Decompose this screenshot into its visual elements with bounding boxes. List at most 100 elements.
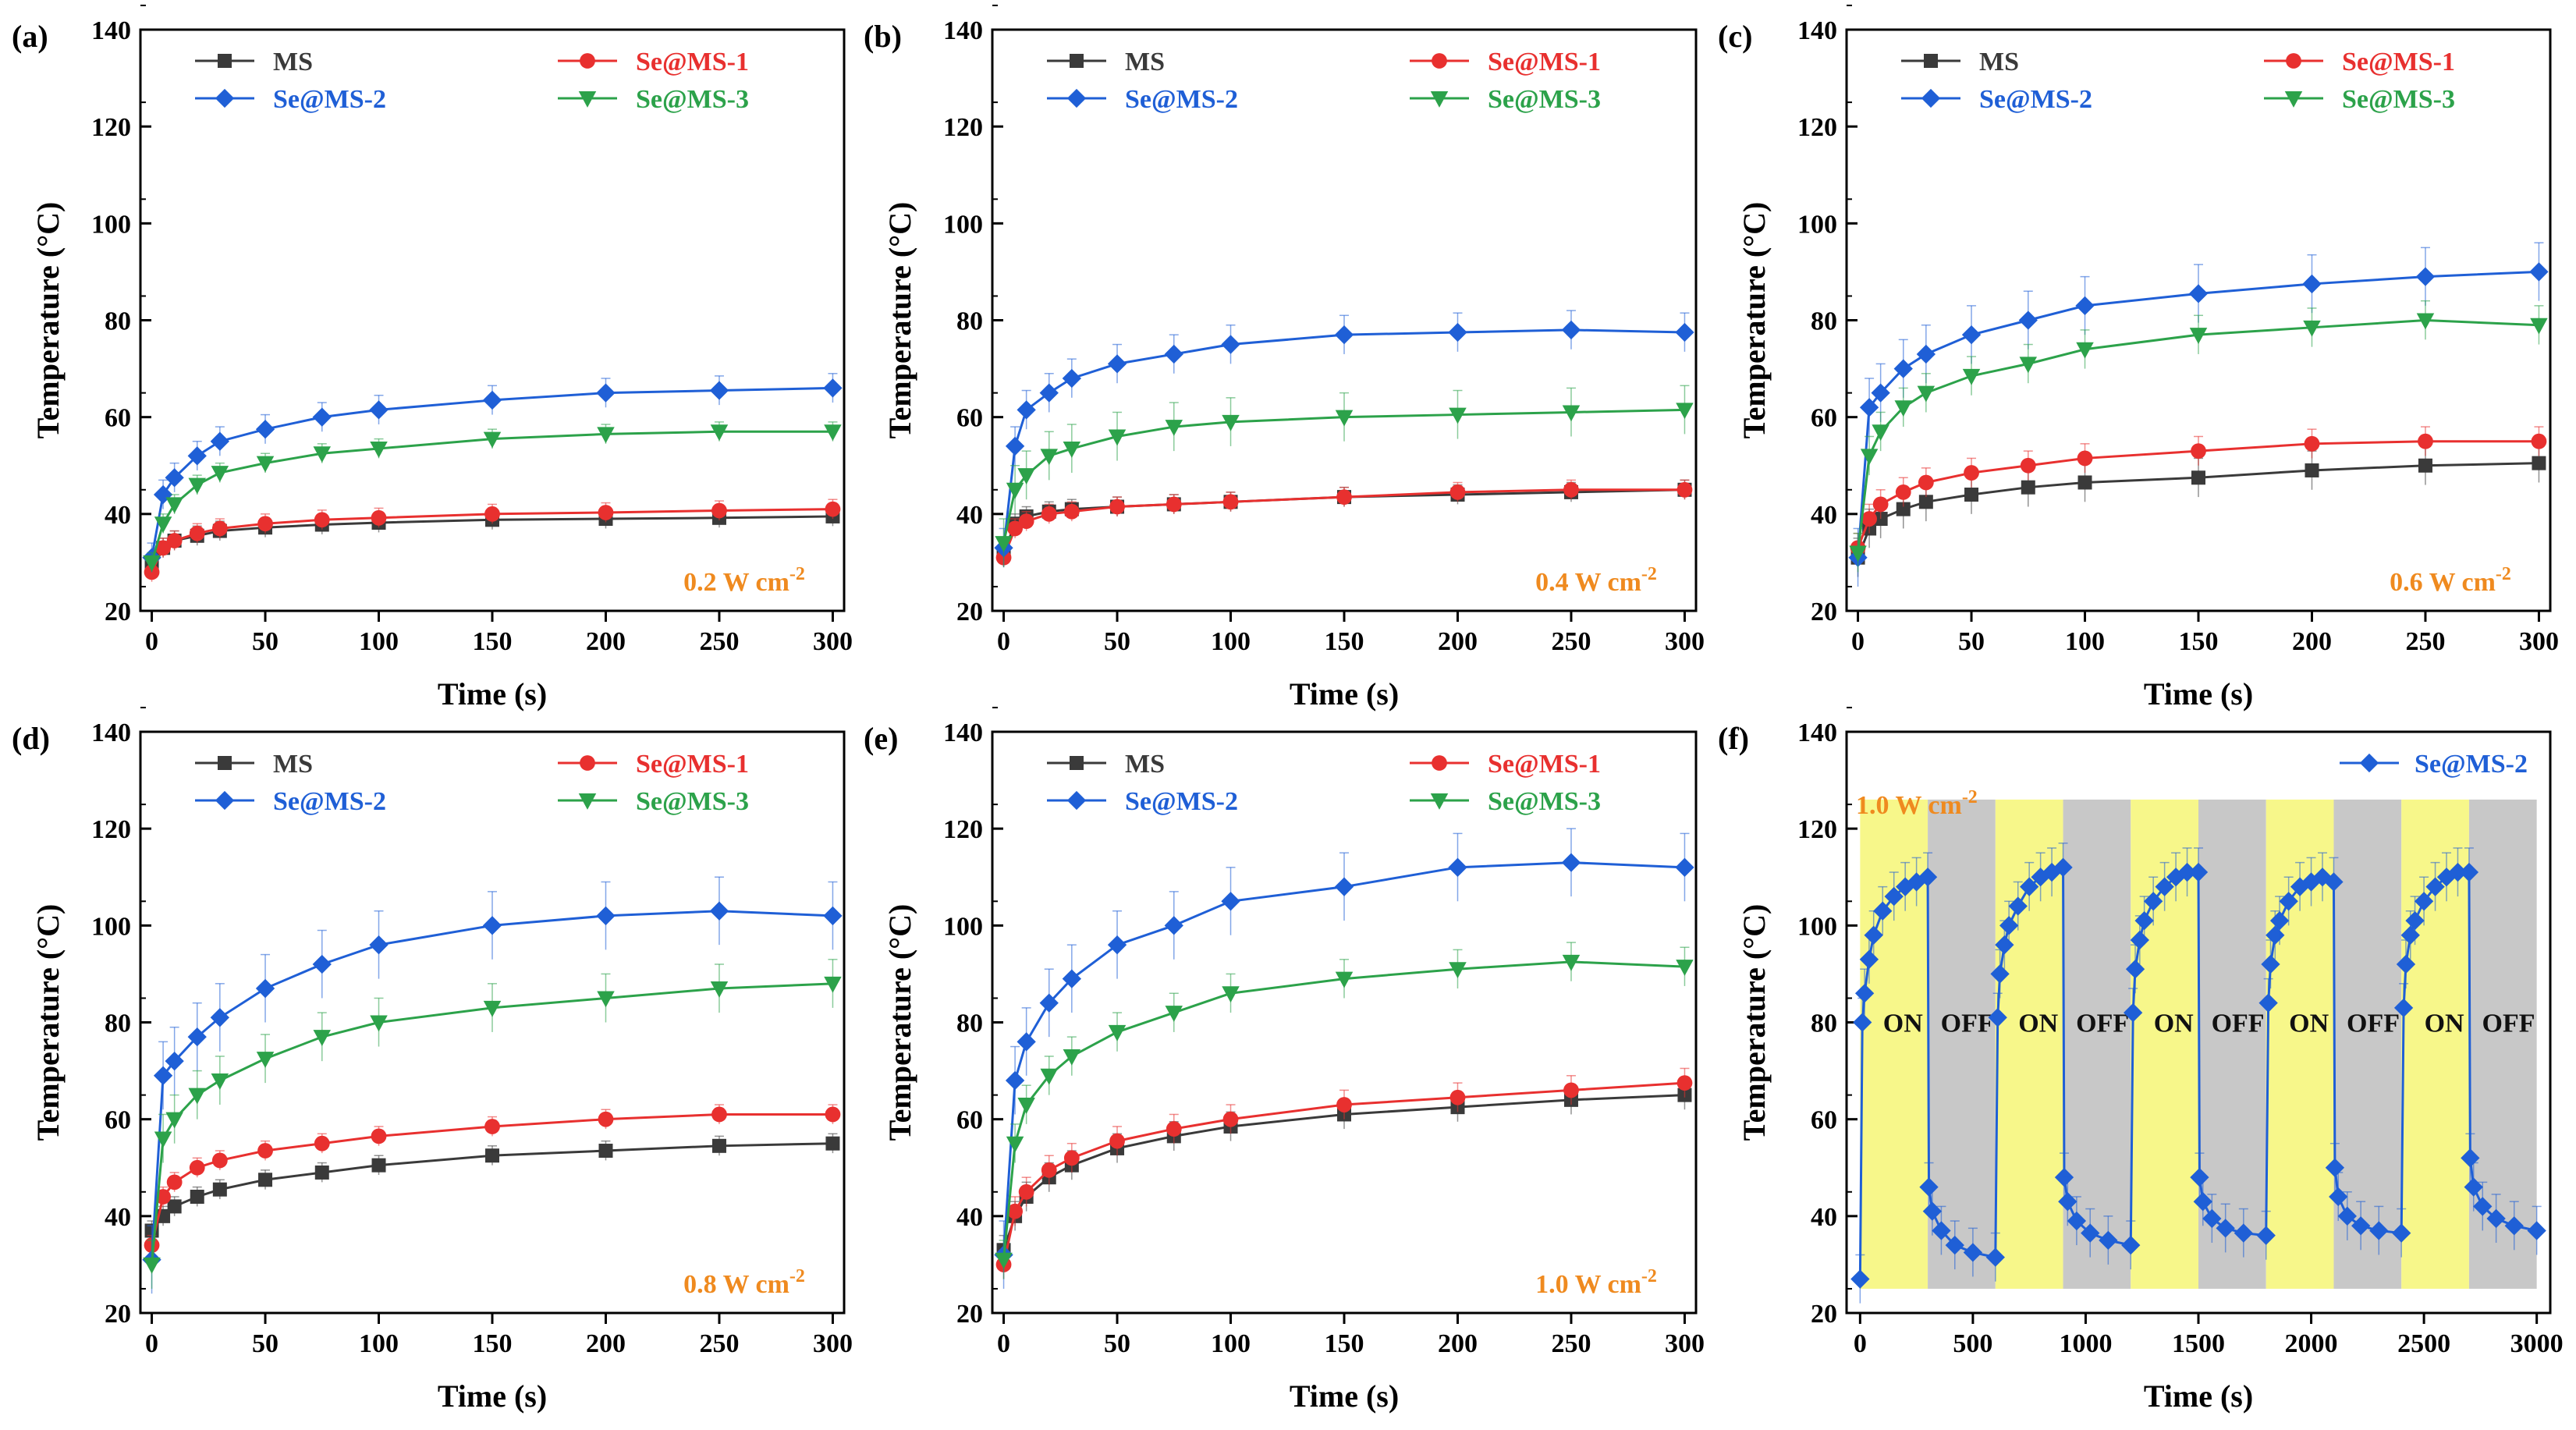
x-tick-label: 150 (2179, 627, 2219, 656)
data-point (190, 1190, 204, 1204)
data-point (1018, 513, 1034, 530)
legend-item: Se@MS-2 (1901, 85, 2092, 114)
data-point (212, 1182, 227, 1197)
data-point (2058, 1192, 2077, 1212)
data-point (1918, 868, 1938, 887)
y-tick-label: 60 (1811, 1106, 1837, 1135)
y-tick-label: 20 (956, 598, 983, 626)
data-point (1017, 1032, 1036, 1052)
data-point (1336, 1097, 1352, 1112)
x-tick-label: 3000 (2510, 1329, 2564, 1358)
y-tick-label: 40 (956, 1203, 983, 1232)
y-tick-label: 120 (91, 815, 131, 844)
data-point (2531, 433, 2547, 449)
power-density-label: 0.6 W cm-2 (2390, 564, 2511, 597)
y-tick-label: 100 (91, 912, 131, 941)
legend-label: Se@MS-1 (636, 750, 749, 779)
data-point (483, 431, 502, 449)
data-point (256, 1052, 275, 1068)
y-tick-label: 120 (91, 113, 131, 142)
y-tick-label: 60 (105, 404, 131, 433)
x-tick-label: 0 (145, 627, 158, 656)
data-point (1006, 482, 1024, 499)
on-label: ON (1883, 1010, 1923, 1038)
data-point (2020, 457, 2036, 474)
data-point (1017, 1098, 1035, 1114)
data-point (2418, 433, 2433, 449)
power-unit: W cm (723, 1270, 789, 1299)
x-tick-label: 300 (1665, 627, 1705, 656)
data-point (1041, 1162, 1057, 1178)
x-tick-label: 150 (473, 1329, 513, 1358)
data-point (1222, 494, 1239, 510)
data-point (596, 383, 616, 403)
legend-marker (1430, 91, 1449, 108)
data-point (2020, 877, 2039, 896)
data-point (483, 1000, 502, 1017)
data-point (1063, 503, 1080, 520)
x-tick-label: 250 (1551, 1329, 1591, 1358)
data-point (1677, 1075, 1693, 1091)
data-point (2416, 313, 2435, 330)
data-series (143, 421, 842, 573)
data-point (1221, 892, 1240, 911)
data-point (1853, 1013, 1872, 1032)
y-tick-label: 120 (943, 113, 983, 142)
data-point (2473, 1197, 2493, 1216)
power-unit: W cm (1575, 1270, 1641, 1299)
data-point (1063, 1150, 1080, 1166)
x-axis-label: Time (s) (2144, 676, 2253, 711)
data-point (2031, 868, 2050, 887)
data-point (314, 1135, 330, 1151)
data-point (1448, 322, 1467, 342)
power-value: 1.0 (1535, 1270, 1569, 1299)
data-point (1221, 335, 1240, 354)
data-point (1872, 424, 1889, 442)
chart-panel: 20 40 60 80 100 120 140 0 50 100 150 200 250 300 Time … (1718, 4, 2559, 711)
power-exponent: -2 (1641, 564, 1657, 584)
panel-label: (a) (12, 19, 48, 54)
on-label: ON (2154, 1010, 2194, 1038)
legend-item: Se@MS-2 (1047, 85, 1238, 114)
data-point (1109, 1133, 1125, 1149)
data-point (1109, 499, 1125, 515)
data-series (143, 959, 842, 1289)
data-point (154, 516, 172, 534)
legend-label: Se@MS-1 (2342, 48, 2455, 76)
x-tick-label: 50 (1104, 1329, 1130, 1358)
x-tick-label: 50 (1958, 627, 1985, 656)
chart-panel: 20 40 60 80 100 120 140 0 50 100 150 200 250 300 Time … (12, 4, 853, 711)
data-point (2279, 892, 2298, 911)
x-tick-label: 300 (1665, 1329, 1705, 1358)
legend-item: Se@MS-1 (558, 48, 749, 76)
data-point (187, 1027, 207, 1047)
data-point (255, 420, 275, 439)
y-tick-label: 100 (1797, 210, 1837, 239)
data-point (1964, 465, 1979, 481)
legend-item: Se@MS-2 (2340, 750, 2528, 779)
series-line (151, 430, 833, 563)
x-tick-label: 0 (145, 1329, 158, 1358)
y-axis-label: Temperature (°C) (30, 202, 66, 439)
data-point (1040, 1068, 1058, 1085)
legend-item: Se@MS-3 (558, 85, 749, 114)
off-label: OFF (1941, 1010, 1994, 1038)
data-point (370, 442, 388, 458)
data-point (2081, 1223, 2100, 1243)
data-point (1675, 322, 1694, 342)
on-label: ON (2018, 1010, 2058, 1038)
legend-label: Se@MS-2 (1125, 787, 1238, 816)
data-series (995, 942, 1694, 1279)
legend-label: Se@MS-2 (273, 85, 386, 114)
x-tick-label: 2500 (2397, 1329, 2450, 1358)
power-exponent: -2 (1641, 1266, 1657, 1286)
data-point (2415, 267, 2436, 286)
y-tick-label: 140 (1797, 16, 1837, 45)
data-point (2134, 910, 2154, 931)
data-point (1884, 886, 1904, 907)
data-point (823, 906, 843, 926)
data-point (1062, 368, 1081, 389)
y-axis-label: Temperature (°C) (882, 202, 917, 439)
power-exponent: -2 (789, 1266, 805, 1286)
